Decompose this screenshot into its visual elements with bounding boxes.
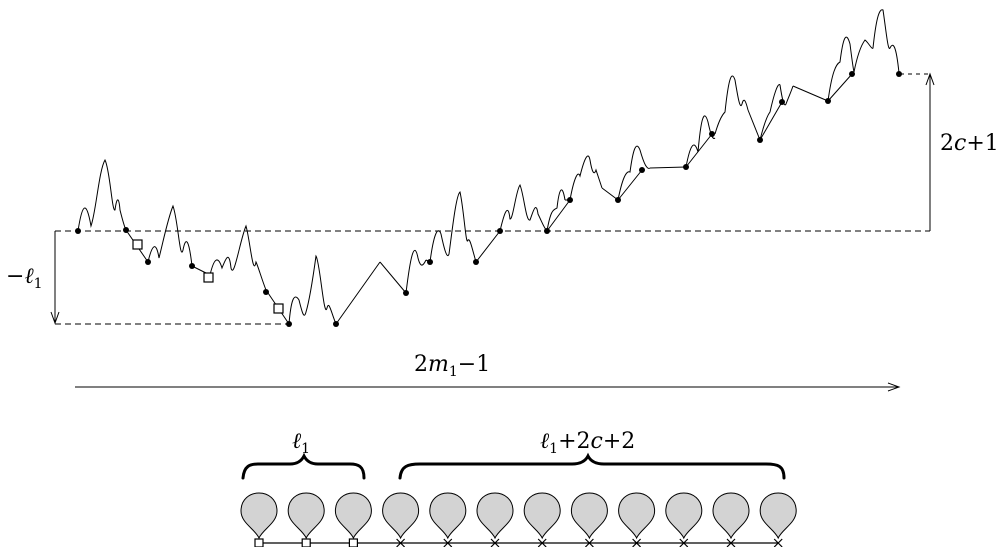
length-arrowhead (887, 382, 901, 392)
drop-cross-marker (679, 538, 689, 548)
label-two-m1-minus-1: 2m1−1 (414, 352, 490, 380)
drop-cross-marker (584, 538, 594, 548)
path-square-markers (132, 239, 284, 314)
path-segments (125, 85, 829, 325)
drop-cross-marker (537, 538, 547, 548)
drop-shape (240, 492, 278, 540)
drops-group (240, 492, 797, 548)
drop-shape (665, 492, 703, 540)
drop-cross-marker (726, 538, 736, 548)
drop-cross-marker (490, 538, 500, 548)
two-c-plus-1-arrowhead (925, 72, 935, 86)
label-l1-2c-2-brace: ℓ1+2c+2 (540, 429, 635, 457)
drop-shape (476, 492, 514, 540)
neg-l1-arrowhead (50, 311, 60, 325)
drop-shape (570, 492, 608, 540)
drop-cross-marker (632, 538, 642, 548)
label-neg-l1: −ℓ1 (6, 264, 43, 292)
drop-shape (618, 492, 656, 540)
drop-shape (334, 492, 372, 540)
drop-square-marker (254, 538, 264, 548)
drop-square-marker (301, 538, 311, 548)
label-l1-brace: ℓ1 (292, 429, 310, 457)
path-dots (75, 71, 902, 327)
excursion-curves (77, 9, 900, 325)
drop-square-marker (348, 538, 358, 548)
drop-shape (287, 492, 325, 540)
label-two-c-plus-1: 2c+1 (940, 131, 999, 156)
drop-cross-marker (396, 538, 406, 548)
extra-segments (546, 73, 853, 232)
drop-cross-marker (773, 538, 783, 548)
drop-shape (382, 492, 420, 540)
drop-shape (523, 492, 561, 540)
brace-left (241, 452, 366, 480)
brace-right (398, 452, 786, 480)
drop-shape (759, 492, 797, 540)
drop-shape (429, 492, 467, 540)
drop-cross-marker (443, 538, 453, 548)
drop-shape (712, 492, 750, 540)
